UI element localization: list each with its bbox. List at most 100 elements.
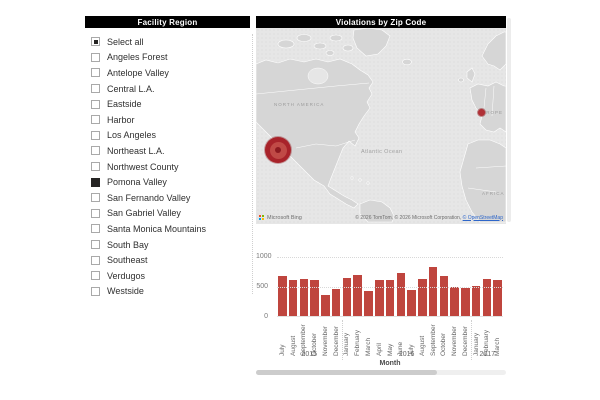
slicer-item-san-gabriel-valley[interactable]: San Gabriel Valley (91, 206, 242, 222)
month-label-slot: April (374, 320, 385, 356)
month-label-slot: March (363, 320, 374, 356)
bar-october[interactable] (439, 276, 449, 316)
bar-october[interactable] (310, 280, 319, 316)
checkbox-unchecked[interactable] (91, 240, 100, 250)
bar-slot (438, 257, 449, 316)
slicer-item-eastside[interactable]: Eastside (91, 96, 242, 112)
facility-region-slicer: Facility Region Select all Angeles Forest… (85, 16, 250, 308)
checkbox-unchecked[interactable] (91, 271, 100, 281)
slicer-item-verdugos[interactable]: Verdugos (91, 268, 242, 284)
bar-june[interactable] (396, 273, 406, 316)
bar-slot (331, 257, 342, 316)
checkbox-unchecked[interactable] (91, 255, 100, 265)
checkbox-unchecked[interactable] (91, 52, 100, 62)
checkbox-unchecked[interactable] (91, 224, 100, 234)
slicer-item-san-fernando-valley[interactable]: San Fernando Valley (91, 190, 242, 206)
checkbox-unchecked[interactable] (91, 286, 100, 296)
bar-november[interactable] (321, 295, 330, 316)
month-label-slot: February (352, 320, 363, 356)
slicer-item-southeast[interactable]: Southeast (91, 252, 242, 268)
slicer-item-label: Central L.A. (107, 83, 155, 94)
map-canvas[interactable]: NORTH AMERICA Atlantic Ocean EUROPE AFRI… (256, 28, 506, 224)
checkbox-indeterminate[interactable] (91, 37, 100, 47)
slicer-item-pomona-valley[interactable]: Pomona Valley (91, 174, 242, 190)
bar-march[interactable] (493, 280, 502, 316)
checkbox-unchecked[interactable] (91, 146, 100, 156)
month-label: January (343, 332, 351, 356)
bar-february[interactable] (482, 279, 492, 316)
bar-slot (385, 257, 396, 316)
bar-april[interactable] (375, 280, 384, 316)
slicer-item-label: Select all (107, 36, 144, 47)
checkbox-unchecked[interactable] (91, 115, 100, 125)
slicer-item-angeles-forest[interactable]: Angeles Forest (91, 50, 242, 66)
checkbox-unchecked[interactable] (91, 208, 100, 218)
bar-slot (428, 257, 439, 316)
bar-november[interactable] (450, 286, 459, 316)
checkbox-unchecked[interactable] (91, 68, 100, 78)
bar-slot (277, 257, 288, 316)
month-label-slot: January (342, 320, 353, 356)
violations-bubble-los-angeles[interactable] (265, 137, 291, 163)
bar-december[interactable] (331, 289, 341, 316)
month-label: September (300, 324, 308, 356)
map-title: Violations by Zip Code (256, 16, 506, 28)
slicer-item-northeast-l-a-[interactable]: Northeast L.A. (91, 143, 242, 159)
slicer-item-select-all[interactable]: Select all (91, 34, 242, 50)
month-label: January (472, 332, 480, 356)
bar-february[interactable] (353, 275, 362, 316)
bar-january[interactable] (471, 285, 481, 316)
bar-september[interactable] (428, 267, 438, 316)
violations-bubble-europe[interactable] (478, 109, 485, 116)
chart-scrollbar-thumb[interactable] (256, 370, 437, 375)
gridline-1000 (277, 257, 503, 258)
checkbox-checked[interactable] (91, 177, 100, 187)
label-north-america: NORTH AMERICA (274, 102, 325, 107)
checkbox-unchecked[interactable] (91, 193, 100, 203)
bar-january[interactable] (342, 278, 352, 316)
country-borders (256, 82, 506, 193)
bar-july[interactable] (278, 275, 287, 316)
slicer-item-south-bay[interactable]: South Bay (91, 237, 242, 253)
bing-logo: Microsoft Bing (259, 215, 302, 221)
bar-may[interactable] (385, 280, 395, 316)
checkbox-unchecked[interactable] (91, 162, 100, 172)
bar-slot (449, 257, 460, 316)
bar-slot (471, 257, 482, 316)
slicer-scrollbar[interactable] (252, 34, 253, 294)
slicer-item-label: Angeles Forest (107, 52, 168, 63)
chart-horizontal-scrollbar[interactable] (256, 370, 506, 375)
slicer-item-westside[interactable]: Westside (91, 284, 242, 300)
bar-july[interactable] (407, 289, 416, 316)
bar-december[interactable] (461, 287, 470, 316)
slicer-item-antelope-valley[interactable]: Antelope Valley (91, 65, 242, 81)
checkbox-unchecked[interactable] (91, 99, 100, 109)
bar-slot (374, 257, 385, 316)
month-label-slot: October (309, 320, 320, 356)
microsoft-logo-icon (259, 215, 265, 221)
slicer-item-label: San Gabriel Valley (107, 208, 181, 219)
month-label-slot: March (492, 320, 503, 356)
openstreetmap-link[interactable]: © OpenStreetMap (462, 214, 503, 221)
bar-august[interactable] (288, 280, 298, 316)
map-vertical-scrollbar[interactable] (507, 18, 511, 222)
checkbox-unchecked[interactable] (91, 84, 100, 94)
slicer-item-harbor[interactable]: Harbor (91, 112, 242, 128)
checkbox-unchecked[interactable] (91, 130, 100, 140)
slicer-item-central-l-a-[interactable]: Central L.A. (91, 81, 242, 97)
slicer-item-los-angeles[interactable]: Los Angeles (91, 128, 242, 144)
label-africa: AFRICA (482, 191, 505, 196)
slicer-item-label: Antelope Valley (107, 67, 169, 78)
slicer-item-label: South Bay (107, 239, 149, 250)
month-label-slot: June (395, 320, 406, 356)
slicer-item-santa-monica-mountains[interactable]: Santa Monica Mountains (91, 221, 242, 237)
bar-slot (342, 257, 353, 316)
violations-bar-chart: 0 500 1000 July August September October Novem… (256, 238, 506, 378)
slicer-item-label: Verdugos (107, 270, 146, 281)
bar-august[interactable] (418, 279, 427, 316)
bar-september[interactable] (299, 278, 309, 316)
slicer-item-label: Los Angeles (107, 130, 157, 141)
bar-slot (363, 257, 374, 316)
bar-march[interactable] (364, 291, 373, 316)
slicer-item-northwest-county[interactable]: Northwest County (91, 159, 242, 175)
